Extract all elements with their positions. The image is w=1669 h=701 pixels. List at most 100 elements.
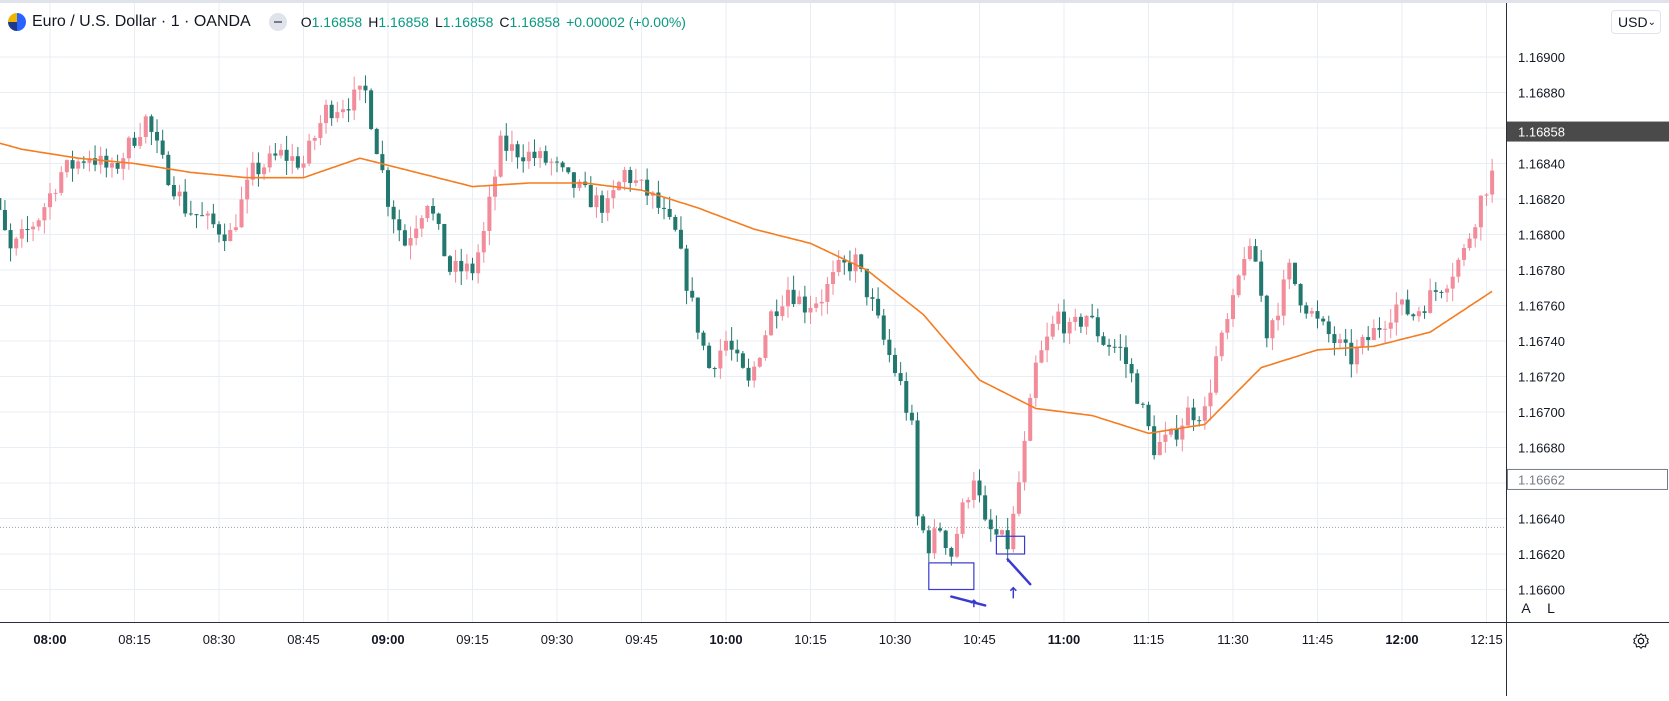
- candle-body: [1180, 425, 1185, 440]
- candle-body: [521, 157, 526, 162]
- candle-body: [1326, 321, 1331, 335]
- low-label: L: [434, 14, 443, 30]
- candle-body: [836, 259, 841, 273]
- x-tick-label: 10:30: [879, 632, 912, 647]
- candle-body: [881, 315, 886, 340]
- annotation-rectangle: [928, 562, 975, 591]
- candle-body: [346, 109, 351, 111]
- y-tick-label: 1.16720: [1518, 370, 1565, 385]
- candle-body: [1321, 318, 1326, 322]
- candle-body: [1259, 261, 1264, 296]
- open-label: O: [300, 14, 312, 30]
- x-tick-label: 10:15: [794, 632, 827, 647]
- candle-body: [707, 345, 712, 369]
- y-tick-label: 1.16640: [1518, 512, 1565, 527]
- candle-body: [769, 311, 774, 336]
- candle-body: [171, 185, 176, 197]
- candle-body: [487, 196, 492, 231]
- candle-body: [1270, 320, 1275, 339]
- candle-body: [983, 495, 988, 520]
- candle-body: [436, 213, 441, 224]
- candle-body: [31, 226, 36, 230]
- candle-body: [938, 528, 943, 531]
- candle-body: [1253, 246, 1258, 262]
- candle-body: [1343, 339, 1348, 343]
- candle-body: [138, 136, 143, 146]
- chart-settings-button[interactable]: [1631, 631, 1651, 651]
- candle-body: [245, 179, 250, 200]
- candle-body: [1067, 321, 1072, 334]
- candle-body: [1152, 426, 1157, 456]
- candle-body: [369, 90, 374, 129]
- currency-dropdown[interactable]: USD ⌄: [1611, 10, 1661, 34]
- candle-body: [571, 172, 576, 188]
- candle-body: [1349, 342, 1354, 365]
- candle-body: [284, 149, 289, 161]
- candle-body: [256, 162, 261, 175]
- candle-body: [47, 193, 53, 208]
- candle-body: [335, 112, 340, 119]
- candle-body: [1456, 259, 1461, 277]
- candle-body: [166, 154, 171, 186]
- candle-body: [723, 340, 729, 351]
- candle-body: [690, 290, 695, 298]
- y-tick-label: 1.16700: [1518, 405, 1565, 420]
- currency-label: USD: [1618, 14, 1648, 30]
- y-tick-label: 1.16740: [1518, 334, 1565, 349]
- candle-body: [904, 381, 909, 413]
- candle-body: [684, 248, 689, 291]
- candle-body: [431, 206, 436, 214]
- low-value: 1.16858: [442, 14, 494, 30]
- y-tick-label: 1.16680: [1518, 441, 1565, 456]
- candle-body: [825, 283, 830, 302]
- candle-body: [76, 161, 81, 169]
- candle-body: [994, 529, 999, 535]
- candle-body: [250, 162, 255, 180]
- candle-body: [1135, 373, 1140, 404]
- candle-body: [42, 207, 47, 221]
- candle-body: [329, 104, 334, 119]
- candle-body: [149, 116, 154, 132]
- candle-body: [1039, 350, 1044, 363]
- collapse-legend-icon[interactable]: [268, 13, 287, 31]
- candle-body: [921, 516, 926, 531]
- candle-body: [1016, 482, 1021, 514]
- candle-body: [588, 185, 593, 208]
- candle-body: [566, 167, 571, 173]
- candle-body: [1473, 227, 1478, 239]
- y-tick-label: 1.16600: [1518, 583, 1565, 598]
- auto-scale-button[interactable]: A: [1515, 597, 1537, 619]
- candle-body: [509, 144, 514, 151]
- log-scale-button[interactable]: L: [1540, 597, 1562, 619]
- candle-body: [1292, 262, 1297, 285]
- candle-body: [177, 191, 182, 197]
- candle-body: [977, 480, 982, 496]
- candle-body: [391, 206, 396, 220]
- candle-body: [853, 254, 858, 272]
- x-tick-label: 08:15: [118, 632, 151, 647]
- y-tick-label: 1.16800: [1518, 228, 1565, 243]
- candle-body: [121, 158, 126, 169]
- candle-body: [1033, 362, 1038, 398]
- candle-body: [1281, 279, 1286, 316]
- candle-body: [93, 158, 98, 165]
- candle-body: [1095, 317, 1100, 337]
- symbol-title[interactable]: Euro / U.S. Dollar · 1 · OANDA: [32, 13, 251, 30]
- candle-body: [966, 499, 971, 503]
- candle-body: [1366, 337, 1371, 341]
- candle-body: [25, 229, 30, 231]
- x-tick-label: 10:45: [963, 632, 996, 647]
- candle-body: [926, 530, 931, 554]
- candle-body: [155, 131, 160, 141]
- candle-body: [1225, 319, 1230, 333]
- x-tick-label: 10:00: [709, 632, 742, 647]
- ohlc-readout: O1.16858 H1.16858 L1.16858 C1.16858 +0.0…: [301, 14, 686, 30]
- candle-body: [228, 229, 233, 242]
- candle-body: [515, 144, 520, 158]
- last-price-tag: [1507, 121, 1669, 142]
- euro-dollar-flag-icon: [8, 13, 26, 31]
- candle-body: [385, 170, 391, 207]
- candle-body: [757, 357, 762, 367]
